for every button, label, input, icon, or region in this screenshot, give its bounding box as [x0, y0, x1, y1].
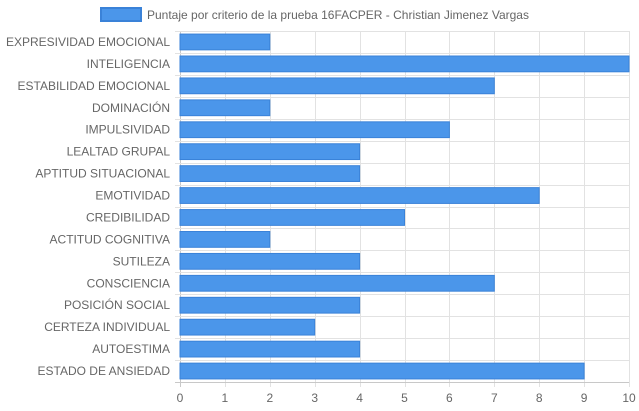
- category-label: ESTABILIDAD EMOCIONAL: [18, 79, 171, 93]
- bar[interactable]: [179, 165, 361, 182]
- bar[interactable]: [179, 121, 450, 139]
- bar[interactable]: [179, 209, 405, 226]
- bar[interactable]: [179, 77, 495, 95]
- x-tick-label: 2: [266, 391, 273, 405]
- category-label: POSICIÓN SOCIAL: [64, 297, 170, 312]
- category-label: CONSCIENCIA: [87, 276, 170, 290]
- bar[interactable]: [179, 33, 271, 51]
- bar[interactable]: [179, 187, 540, 204]
- category-label: EXPRESIVIDAD EMOCIONAL: [6, 35, 170, 49]
- category-label: INTELIGENCIA: [87, 57, 170, 71]
- x-axis-ticks: 0 1 2 3 4 5 6 7 8 9 10: [177, 391, 636, 405]
- category-label: DOMINACIÓN: [92, 100, 170, 115]
- x-tick-label: 7: [491, 391, 498, 405]
- x-tick-label: 0: [177, 391, 184, 405]
- category-label: SUTILEZA: [113, 254, 170, 268]
- bar[interactable]: [179, 143, 361, 161]
- x-tick-label: 10: [622, 391, 636, 405]
- category-label: ACTITUD COGNITIVA: [50, 232, 170, 246]
- x-tick-label: 4: [356, 391, 363, 405]
- x-tick-label: 5: [401, 391, 408, 405]
- bar[interactable]: [179, 55, 630, 73]
- bar[interactable]: [179, 99, 271, 117]
- x-tick-label: 9: [581, 391, 588, 405]
- category-label: APTITUD SITUACIONAL: [35, 167, 170, 181]
- legend-swatch: [100, 7, 142, 22]
- legend[interactable]: Puntaje por criterio de la prueba 16FACP…: [100, 7, 529, 22]
- x-tick-label: 8: [536, 391, 543, 405]
- x-tick-label: 6: [446, 391, 453, 405]
- category-label: CERTEZA INDIVIDUAL: [44, 320, 170, 334]
- bar[interactable]: [179, 274, 495, 292]
- category-label: IMPULSIVIDAD: [85, 123, 170, 137]
- x-tick-label: 1: [222, 391, 229, 405]
- category-label: CREDIBILIDAD: [86, 210, 170, 224]
- bar[interactable]: [179, 318, 316, 336]
- bars: [179, 33, 630, 380]
- x-tick-label: 3: [311, 391, 318, 405]
- legend-label: Puntaje por criterio de la prueba 16FACP…: [147, 8, 529, 22]
- bar[interactable]: [179, 340, 361, 358]
- bar[interactable]: [179, 252, 361, 270]
- category-label: EMOTIVIDAD: [95, 189, 170, 203]
- category-label: AUTOESTIMA: [92, 342, 170, 356]
- category-labels: EXPRESIVIDAD EMOCIONAL INTELIGENCIA ESTABI…: [6, 35, 170, 378]
- bar[interactable]: [179, 231, 271, 248]
- category-label: LEALTAD GRUPAL: [67, 145, 171, 159]
- category-label: ESTADO DE ANSIEDAD: [38, 364, 171, 378]
- bar[interactable]: [179, 296, 361, 314]
- bar[interactable]: [179, 362, 585, 380]
